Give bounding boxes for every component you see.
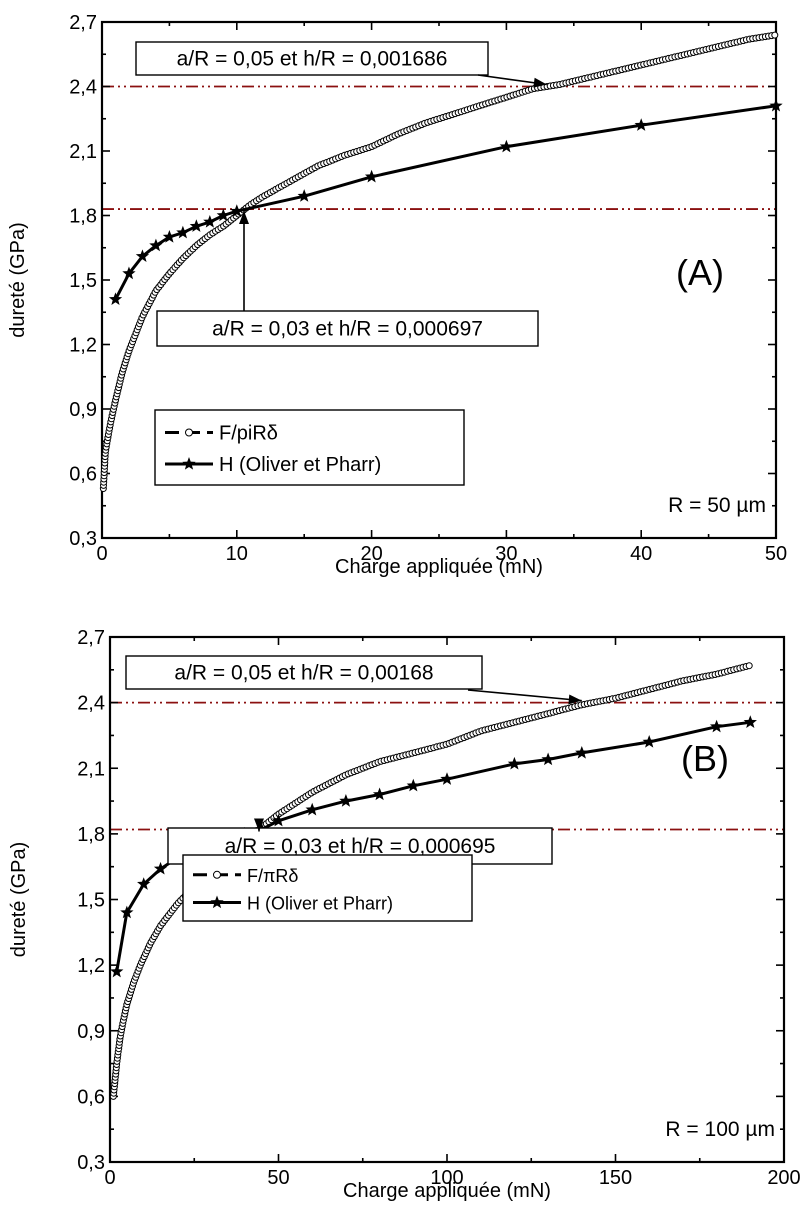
x-axis-label: Charge appliquée (mN) bbox=[343, 1180, 551, 1202]
star-marker bbox=[110, 964, 124, 978]
legend-label: H (Oliver et Pharr) bbox=[219, 454, 381, 476]
star-marker bbox=[634, 118, 648, 131]
y-axis-label: dureté (GPa) bbox=[7, 222, 29, 338]
y-tick-label: 2,4 bbox=[77, 693, 105, 715]
annotation-text: a/R = 0,03 et h/R = 0,000695 bbox=[225, 835, 496, 858]
x-tick-label: 150 bbox=[599, 1167, 632, 1189]
y-tick-label: 1,2 bbox=[77, 955, 105, 977]
y-tick-label: 1,5 bbox=[69, 270, 97, 292]
y-tick-label: 1,8 bbox=[69, 206, 97, 228]
annotation-box bbox=[125, 655, 483, 690]
legend-circle-marker bbox=[213, 870, 221, 879]
y-tick-label: 2,7 bbox=[77, 627, 105, 649]
y-tick-label: 0,3 bbox=[69, 528, 97, 550]
star-marker bbox=[709, 719, 724, 733]
star-marker bbox=[541, 752, 555, 766]
star-marker bbox=[339, 794, 353, 807]
star-marker bbox=[153, 861, 168, 875]
annotation-box bbox=[135, 41, 489, 76]
star-marker bbox=[743, 715, 757, 728]
annotation-arrow-head bbox=[239, 211, 249, 225]
legend-label: F/πRδ bbox=[247, 866, 298, 886]
y-tick-label: 0,6 bbox=[69, 464, 97, 486]
star-marker bbox=[162, 230, 177, 243]
star-marker bbox=[575, 745, 589, 759]
star-marker bbox=[189, 219, 204, 232]
star-marker bbox=[507, 756, 522, 770]
circle-marker bbox=[771, 31, 779, 39]
x-tick-label: 200 bbox=[767, 1167, 800, 1189]
star-marker bbox=[122, 266, 136, 280]
y-tick-label: 0,3 bbox=[77, 1152, 105, 1174]
x-tick-label: 10 bbox=[226, 543, 248, 565]
legend-star-marker bbox=[210, 895, 224, 909]
star-marker bbox=[176, 225, 190, 239]
star-marker bbox=[364, 169, 379, 183]
panel-label: (B) bbox=[681, 738, 729, 779]
x-tick-label: 50 bbox=[267, 1167, 289, 1189]
x-tick-label: 30 bbox=[495, 543, 517, 565]
x-tick-label: 0 bbox=[96, 543, 107, 565]
star-marker bbox=[297, 189, 311, 202]
star-marker bbox=[440, 772, 454, 785]
y-tick-label: 2,7 bbox=[69, 12, 97, 34]
x-tick-label: 40 bbox=[630, 543, 652, 565]
y-tick-label: 1,5 bbox=[77, 890, 105, 912]
legend-box bbox=[182, 854, 473, 922]
star-marker bbox=[769, 98, 783, 112]
y-tick-label: 2,4 bbox=[69, 77, 97, 99]
annotation-arrow-head bbox=[533, 77, 547, 88]
star-marker bbox=[108, 292, 123, 306]
y-tick-label: 0,6 bbox=[77, 1086, 105, 1108]
star-marker bbox=[230, 204, 244, 217]
y-tick-label: 0,9 bbox=[77, 1021, 105, 1043]
x-axis-label: Charge appliquée (mN) bbox=[335, 556, 543, 578]
star-marker bbox=[203, 214, 217, 228]
y-tick-label: 2,1 bbox=[77, 758, 105, 780]
annotation-text: a/R = 0,05 et h/R = 0,00168 bbox=[174, 662, 433, 685]
legend-circle-marker bbox=[185, 428, 193, 437]
star-marker bbox=[216, 208, 230, 222]
legend-star-marker bbox=[182, 457, 196, 470]
x-tick-label: 50 bbox=[765, 543, 787, 565]
annotation-text: a/R = 0,05 et h/R = 0,001686 bbox=[177, 48, 448, 71]
x-tick-label: 100 bbox=[430, 1167, 463, 1189]
star-marker bbox=[120, 905, 134, 919]
star-marker bbox=[135, 249, 150, 263]
x-tick-label: 20 bbox=[360, 543, 382, 565]
star-marker bbox=[137, 877, 151, 890]
y-tick-label: 1,8 bbox=[77, 824, 105, 846]
annotation-box bbox=[156, 310, 539, 347]
star-marker bbox=[372, 787, 387, 801]
radius-label: R = 50 µm bbox=[668, 494, 766, 517]
legend-label: F/piRδ bbox=[219, 423, 278, 445]
radius-label: R = 100 µm bbox=[665, 1118, 775, 1141]
star-marker bbox=[271, 813, 286, 827]
circle-marker bbox=[745, 662, 753, 670]
panel-label: (A) bbox=[676, 252, 724, 293]
star-marker bbox=[305, 802, 319, 816]
annotation-arrow-head bbox=[254, 818, 264, 832]
annotation-arrow-shaft bbox=[467, 689, 582, 702]
legend-box bbox=[154, 409, 465, 486]
annotation-arrow-head bbox=[568, 694, 582, 705]
y-axis-label: dureté (GPa) bbox=[8, 842, 30, 958]
annotation-text: a/R = 0,03 et h/R = 0,000697 bbox=[212, 318, 483, 341]
x-tick-label: 0 bbox=[104, 1167, 115, 1189]
y-tick-label: 0,9 bbox=[69, 399, 97, 421]
star-marker bbox=[406, 778, 420, 792]
y-tick-label: 2,1 bbox=[69, 141, 97, 163]
legend-label: H (Oliver et Pharr) bbox=[247, 894, 393, 914]
star-marker bbox=[499, 139, 514, 153]
y-tick-label: 1,2 bbox=[69, 335, 97, 357]
star-marker bbox=[642, 735, 656, 748]
star-marker bbox=[149, 238, 163, 252]
